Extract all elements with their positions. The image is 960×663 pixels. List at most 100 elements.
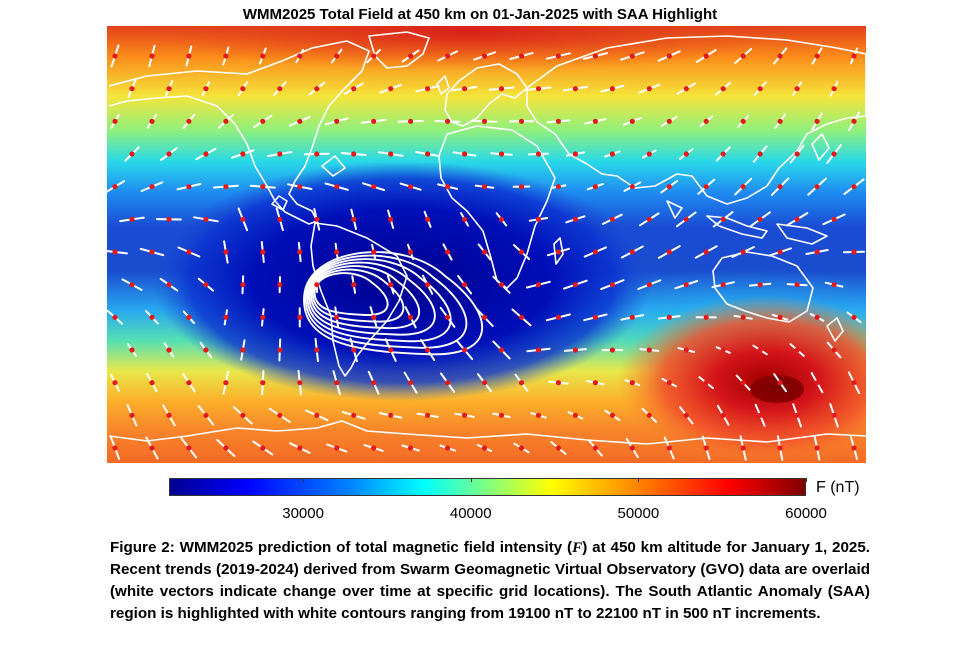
gvo-location-dot <box>351 347 357 353</box>
gvo-location-dot <box>149 380 155 386</box>
gvo-location-dot <box>498 151 505 157</box>
gvo-location-dot <box>572 86 578 92</box>
gvo-location-dot <box>535 151 542 157</box>
gvo-location-dot <box>777 53 783 59</box>
gvo-location-dot <box>186 249 192 255</box>
gvo-location-dot <box>481 314 488 320</box>
gvo-location-dot <box>334 118 340 124</box>
gvo-location-dot <box>777 249 783 255</box>
gvo-location-dot <box>462 412 468 418</box>
gvo-location-dot <box>462 347 468 353</box>
gvo-location-dot <box>720 282 726 288</box>
gvo-location-dot <box>535 216 542 222</box>
gvo-location-dot <box>223 184 229 190</box>
gvo-location-dot <box>814 380 820 386</box>
gvo-location-dot <box>794 347 800 353</box>
gvo-location-dot <box>186 380 192 386</box>
gvo-location-dot <box>223 249 229 255</box>
gvo-location-dot <box>334 445 340 451</box>
colorbar-tick-mark <box>303 478 305 482</box>
gvo-location-dot <box>777 445 783 451</box>
gvo-location-dot <box>703 314 709 320</box>
gvo-location-dot <box>425 347 431 353</box>
gvo-location-dot <box>388 86 394 92</box>
gvo-location-dot <box>555 249 561 255</box>
gvo-location-dot <box>240 412 246 418</box>
gvo-location-dot <box>112 184 118 190</box>
field-maximum-spot <box>750 375 804 403</box>
saa-contour-20600 <box>308 261 436 336</box>
gvo-location-dot <box>740 118 746 124</box>
gvo-location-dot <box>814 445 820 451</box>
gvo-location-dot <box>223 118 229 124</box>
gvo-location-dot <box>831 412 837 418</box>
gvo-location-dot <box>314 151 320 157</box>
gvo-location-dot <box>260 380 266 386</box>
gvo-location-dot <box>592 118 598 124</box>
gvo-location-dot <box>666 53 672 59</box>
gvo-location-dot <box>314 412 320 418</box>
gvo-location-dot <box>334 380 340 386</box>
gvo-location-dot <box>149 445 155 451</box>
gvo-location-dot <box>646 151 652 157</box>
gvo-location-dot <box>720 151 726 157</box>
gvo-location-dot <box>794 86 800 92</box>
gvo-location-dot <box>703 249 709 255</box>
gvo-location-dot <box>518 118 525 124</box>
colorbar <box>169 478 806 496</box>
gvo-location-dot <box>203 282 209 288</box>
gvo-location-dot <box>740 184 746 190</box>
gvo-location-dot <box>166 86 172 92</box>
gvo-location-dot <box>629 380 635 386</box>
gvo-location-dot <box>555 184 561 190</box>
gvo-location-dot <box>609 216 615 222</box>
gvo-location-dot <box>203 347 209 353</box>
gvo-location-dot <box>260 53 266 59</box>
caption-label: Figure 2: <box>110 539 175 556</box>
gvo-location-dot <box>592 380 598 386</box>
gvo-location-dot <box>351 86 357 92</box>
gvo-location-dot <box>535 347 542 353</box>
gvo-location-dot <box>371 249 377 255</box>
north-high-field <box>137 26 797 71</box>
gvo-location-dot <box>814 184 820 190</box>
gvo-location-dot <box>129 282 135 288</box>
saa-contour-19100 <box>303 251 483 356</box>
gvo-location-dot <box>408 314 414 320</box>
gvo-location-dot <box>757 347 763 353</box>
gvo-location-dot <box>314 86 320 92</box>
gvo-location-dot <box>240 347 246 353</box>
gvo-location-dot <box>629 184 635 190</box>
gvo-location-dot <box>445 184 451 190</box>
colorbar-tick-mark <box>638 478 640 482</box>
gvo-location-dot <box>757 151 763 157</box>
gvo-location-dot <box>481 184 488 190</box>
gvo-location-dot <box>609 151 615 157</box>
gvo-location-dot <box>223 445 229 451</box>
gvo-location-dot <box>592 314 598 320</box>
gvo-location-dot <box>740 314 746 320</box>
gvo-location-dot <box>831 347 837 353</box>
gvo-location-dot <box>572 151 578 157</box>
gvo-location-dot <box>408 249 414 255</box>
gvo-dots <box>112 53 857 451</box>
gvo-location-dot <box>666 445 672 451</box>
gvo-location-dot <box>277 282 283 288</box>
gvo-location-dot <box>149 184 155 190</box>
gvo-location-dot <box>572 216 578 222</box>
colorbar-tick-mark <box>470 478 472 482</box>
gvo-location-dot <box>388 347 394 353</box>
gvo-location-dot <box>445 118 451 124</box>
gvo-location-dot <box>683 216 689 222</box>
gvo-location-dot <box>223 53 229 59</box>
gvo-location-dot <box>277 347 283 353</box>
gvo-location-dot <box>666 380 672 386</box>
gvo-location-dot <box>129 216 135 222</box>
gvo-location-dot <box>425 282 431 288</box>
gvo-location-dot <box>703 118 709 124</box>
gvo-location-dot <box>334 314 340 320</box>
gvo-location-dot <box>277 151 283 157</box>
gvo-location-dot <box>277 412 283 418</box>
gvo-location-dot <box>371 184 377 190</box>
gvo-location-dot <box>462 282 468 288</box>
